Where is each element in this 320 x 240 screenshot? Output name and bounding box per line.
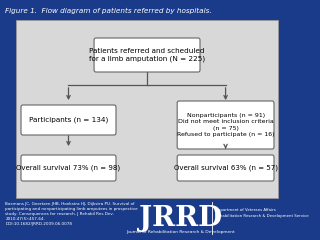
Text: Patients referred and scheduled
for a limb amputation (N = 225): Patients referred and scheduled for a li… — [89, 48, 205, 62]
FancyBboxPatch shape — [21, 155, 116, 181]
Text: Rehabilitation Research & Development Service: Rehabilitation Research & Development Se… — [215, 214, 308, 218]
FancyBboxPatch shape — [16, 20, 278, 198]
Text: Overall survival 73% (n = 98): Overall survival 73% (n = 98) — [16, 165, 121, 171]
Text: Figure 1.  Flow diagram of patients referred by hospitals.: Figure 1. Flow diagram of patients refer… — [5, 8, 212, 14]
FancyBboxPatch shape — [177, 101, 274, 149]
Text: Nonparticipants (n = 91)
Did not meet inclusion criteria
(n = 75)
Refused to par: Nonparticipants (n = 91) Did not meet in… — [177, 113, 274, 137]
Text: Department of Veterans Affairs: Department of Veterans Affairs — [215, 208, 276, 212]
Text: Journal of Rehabilitation Research & Development: Journal of Rehabilitation Research & Dev… — [126, 230, 235, 234]
Text: JRRD: JRRD — [139, 204, 222, 232]
Text: Overall survival 63% (n = 57): Overall survival 63% (n = 57) — [173, 165, 277, 171]
Text: Bosmans JC, Geertzen JHB, Hoekstra HJ, Dijkstra PU. Survival of
participating an: Bosmans JC, Geertzen JHB, Hoekstra HJ, D… — [5, 202, 138, 226]
FancyBboxPatch shape — [94, 38, 200, 72]
FancyBboxPatch shape — [21, 105, 116, 135]
Text: Participants (n = 134): Participants (n = 134) — [29, 117, 108, 123]
FancyBboxPatch shape — [177, 155, 274, 181]
